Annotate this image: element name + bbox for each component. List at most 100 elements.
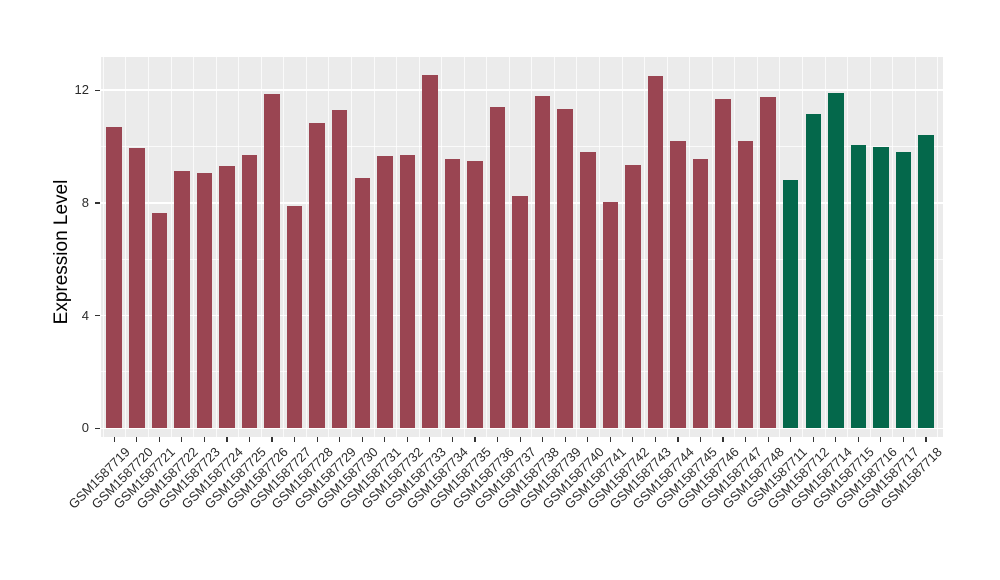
gridline-minor-vertical	[396, 57, 398, 437]
y-tick-mark	[95, 202, 100, 204]
bar	[850, 145, 867, 429]
bar	[602, 201, 619, 429]
gridline-minor-vertical	[305, 57, 307, 437]
gridline-minor-vertical	[102, 57, 104, 437]
x-tick-mark	[474, 437, 476, 442]
bar	[805, 114, 821, 429]
gridline-minor-vertical	[666, 57, 668, 437]
y-tick-label: 8	[81, 194, 89, 210]
gridline-minor-vertical	[441, 57, 443, 437]
gridline-major-horizontal	[101, 427, 943, 430]
bar	[670, 140, 686, 429]
x-tick-mark	[812, 437, 814, 442]
gridline-minor-vertical	[350, 57, 352, 437]
gridline-minor-vertical	[599, 57, 601, 437]
gridline-minor-vertical	[373, 57, 375, 437]
x-tick-mark	[880, 437, 882, 442]
y-tick-label: 4	[81, 307, 89, 323]
x-tick-mark	[158, 437, 160, 442]
gridline-minor-vertical	[847, 57, 849, 437]
gridline-minor-vertical	[215, 57, 217, 437]
bar	[354, 177, 370, 429]
gridline-minor-vertical	[418, 57, 420, 437]
bar	[557, 108, 573, 429]
bar	[444, 159, 461, 429]
x-tick-mark	[316, 437, 318, 442]
x-tick-mark	[294, 437, 296, 442]
y-tick-label: 12	[74, 82, 89, 98]
gridline-minor-vertical	[914, 57, 916, 437]
gridline-minor-vertical	[508, 57, 510, 437]
x-tick-mark	[542, 437, 544, 442]
bar	[377, 156, 393, 429]
gridline-minor-vertical	[801, 57, 803, 437]
x-tick-mark	[271, 437, 273, 442]
gridline-minor-vertical	[238, 57, 240, 437]
bar	[219, 166, 235, 429]
y-tick-mark	[95, 89, 100, 91]
x-tick-mark	[767, 437, 769, 442]
x-tick-mark	[496, 437, 499, 442]
gridline-minor-vertical	[644, 57, 646, 437]
x-tick-mark	[519, 437, 521, 442]
gridline-minor-vertical	[283, 57, 285, 437]
gridline-minor-vertical	[711, 57, 713, 437]
gridline-minor-vertical	[125, 57, 127, 437]
x-tick-mark	[925, 437, 927, 442]
bar	[534, 95, 551, 429]
x-tick-mark	[339, 437, 341, 442]
bar	[151, 212, 168, 429]
bar	[399, 155, 416, 429]
bar	[918, 135, 934, 429]
gridline-minor-vertical	[576, 57, 578, 437]
y-tick-mark	[95, 427, 100, 429]
x-tick-mark	[835, 437, 837, 442]
x-tick-mark	[587, 437, 589, 442]
x-tick-mark	[406, 437, 408, 442]
bar	[828, 93, 844, 429]
gridline-minor-vertical	[170, 57, 172, 437]
bar	[715, 98, 731, 429]
y-tick-label: 0	[81, 420, 89, 436]
x-tick-mark	[181, 437, 183, 442]
plot-panel	[101, 57, 943, 437]
gridline-minor-vertical	[937, 57, 939, 437]
bar	[737, 140, 754, 429]
gridline-minor-vertical	[892, 57, 894, 437]
x-tick-mark	[857, 437, 859, 442]
x-tick-mark	[722, 437, 724, 442]
bar	[647, 76, 664, 429]
gridline-minor-vertical	[148, 57, 150, 437]
bar	[422, 74, 438, 429]
bar	[625, 164, 641, 429]
x-tick-mark	[609, 437, 611, 442]
x-tick-mark	[248, 437, 251, 442]
bar	[467, 160, 483, 429]
bar	[309, 122, 325, 429]
x-tick-mark	[677, 437, 679, 442]
bar	[196, 173, 213, 429]
gridline-minor-vertical	[734, 57, 736, 437]
bar	[873, 146, 889, 429]
x-tick-mark	[361, 437, 363, 442]
x-tick-mark	[564, 437, 566, 442]
gridline-minor-horizontal	[101, 146, 943, 148]
bar	[106, 126, 122, 429]
gridline-minor-vertical	[621, 57, 623, 437]
gridline-minor-vertical	[689, 57, 691, 437]
bar	[129, 148, 145, 429]
x-tick-mark	[745, 437, 747, 442]
gridline-minor-vertical	[756, 57, 758, 437]
gridline-major-horizontal	[101, 89, 943, 92]
x-tick-mark	[226, 437, 228, 442]
bar	[241, 155, 258, 429]
bar	[512, 195, 528, 429]
y-tick-mark	[95, 315, 100, 317]
x-tick-mark	[654, 437, 656, 442]
gridline-minor-vertical	[553, 57, 555, 437]
gridline-minor-vertical	[328, 57, 330, 437]
x-tick-mark	[699, 437, 702, 442]
bar	[331, 109, 348, 429]
bar	[760, 97, 776, 429]
